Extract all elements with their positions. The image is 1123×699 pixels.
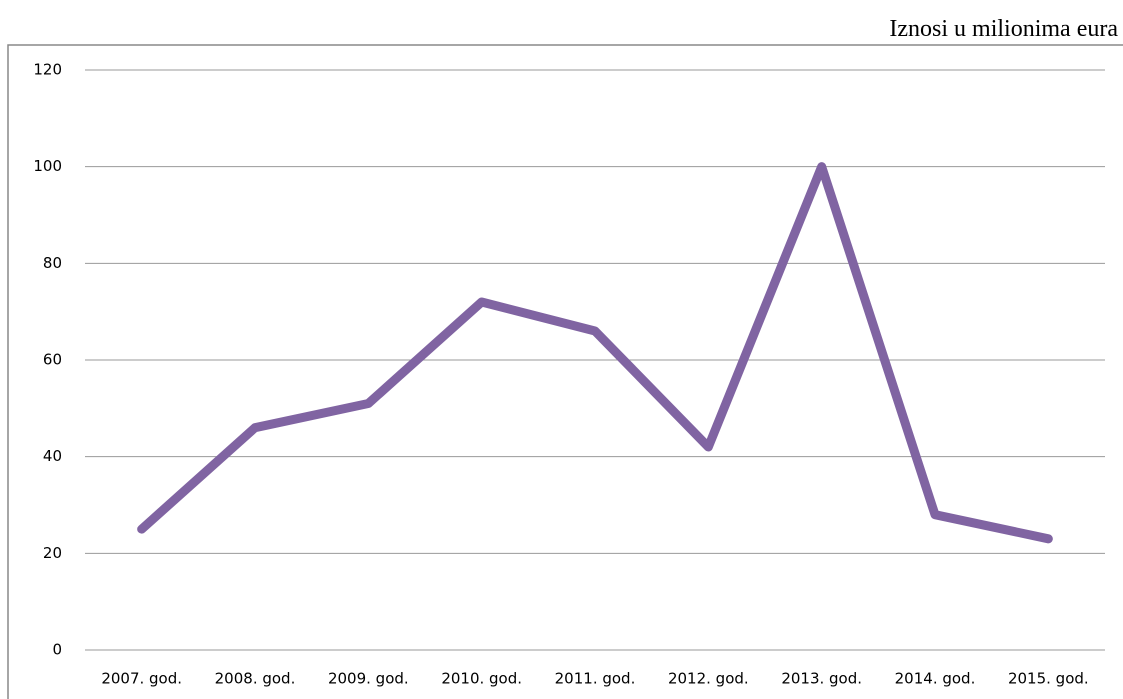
x-tick-label: 2012. god. [668, 670, 749, 688]
y-tick-label: 80 [43, 254, 62, 272]
x-tick-label: 2015. god. [1008, 670, 1089, 688]
chart-title: Iznosi u milionima eura [889, 16, 1118, 42]
x-tick-label: 2011. god. [555, 670, 636, 688]
y-tick-label: 60 [43, 351, 62, 369]
y-tick-label: 0 [52, 641, 62, 659]
line [137, 162, 1053, 544]
y-tick-label: 100 [33, 157, 62, 175]
y-tick-label: 120 [33, 61, 62, 79]
y-tick-label: 20 [43, 544, 62, 562]
x-tick-label: 2010. god. [441, 670, 522, 688]
y-tick-label: 40 [43, 447, 62, 465]
x-tick-label: 2013. god. [781, 670, 862, 688]
x-tick-label: 2007. god. [101, 670, 182, 688]
x-tick-label: 2009. god. [328, 670, 409, 688]
x-tick-label: 2014. god. [895, 670, 976, 688]
x-tick-label: 2008. god. [215, 670, 296, 688]
chart-border [7, 44, 1123, 699]
